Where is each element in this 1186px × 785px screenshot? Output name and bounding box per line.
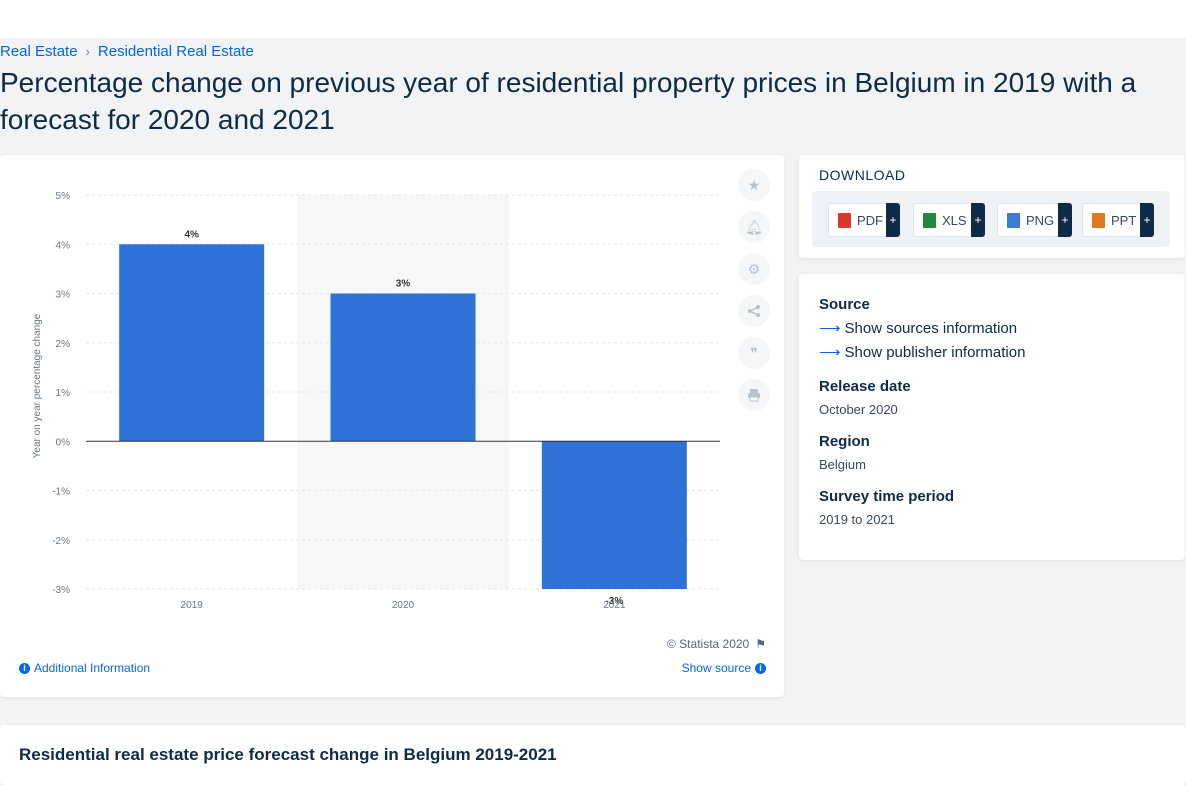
download-title: DOWNLOAD bbox=[819, 167, 906, 183]
copyright: © Statista 2020 ⚑ bbox=[667, 637, 766, 651]
download-ppt-button[interactable]: PPT + bbox=[1082, 203, 1154, 237]
flag-icon[interactable]: ⚑ bbox=[755, 637, 766, 651]
arrow-right-icon: ⟶ bbox=[819, 320, 841, 337]
y-tick-label: 5% bbox=[56, 191, 71, 202]
breadcrumb-real-estate[interactable]: Real Estate bbox=[0, 43, 78, 60]
arrow-right-icon: ⟶ bbox=[819, 344, 841, 361]
region-value: Belgium bbox=[819, 457, 866, 472]
x-tick-label: 2019 bbox=[181, 600, 204, 611]
share-icon[interactable] bbox=[738, 295, 770, 327]
additional-information-link[interactable]: i Additional Information bbox=[19, 661, 150, 675]
x-tick-label: 2020 bbox=[392, 600, 415, 611]
survey-period-label: Survey time period bbox=[819, 488, 955, 505]
png-file-icon bbox=[1007, 212, 1020, 228]
show-sources-label: Show sources information bbox=[844, 319, 1018, 337]
download-png-label: PNG bbox=[1026, 212, 1055, 228]
statistic-info-card: Source ⟶ Show sources information ⟶ Show… bbox=[799, 274, 1185, 560]
data-label: 4% bbox=[184, 229, 199, 240]
download-xls-button[interactable]: XLS + bbox=[913, 203, 985, 237]
region-label: Region bbox=[819, 433, 870, 450]
data-label: -3% bbox=[605, 596, 623, 607]
copyright-text: © Statista 2020 bbox=[667, 637, 750, 651]
page-title: Percentage change on previous year of re… bbox=[0, 67, 1137, 135]
survey-period-block: Survey time period 2019 to 2021 bbox=[819, 488, 954, 527]
y-axis-label: Year on year percentage change bbox=[32, 313, 43, 458]
x-tick-label: 2021 bbox=[603, 600, 626, 611]
y-tick-label: 0% bbox=[56, 437, 71, 448]
plus-icon: + bbox=[1058, 203, 1072, 237]
show-publisher-label: Show publisher information bbox=[844, 343, 1026, 361]
y-tick-label: 2% bbox=[56, 339, 71, 350]
download-pdf-label: PDF bbox=[857, 212, 883, 228]
plus-icon: + bbox=[886, 203, 900, 237]
quote-icon[interactable]: ❞ bbox=[738, 337, 770, 369]
data-label: 3% bbox=[396, 279, 411, 290]
download-ppt-label: PPT bbox=[1111, 212, 1137, 228]
breadcrumb-separator: › bbox=[85, 44, 90, 59]
download-card: DOWNLOAD PDF + XLS + PNG + PPT + bbox=[799, 155, 1185, 258]
plus-icon: + bbox=[971, 203, 985, 237]
info-icon: i bbox=[755, 662, 766, 674]
download-xls-label: XLS bbox=[942, 212, 967, 228]
y-tick-label: 1% bbox=[56, 388, 71, 399]
breadcrumb: Real Estate › Residential Real Estate bbox=[0, 43, 254, 60]
plus-icon: + bbox=[1140, 203, 1154, 237]
show-source-link[interactable]: Show source i bbox=[682, 661, 766, 675]
y-tick-label: 4% bbox=[56, 240, 71, 251]
info-icon: i bbox=[19, 662, 30, 674]
release-date-label: Release date bbox=[819, 378, 911, 395]
star-icon[interactable]: ★ bbox=[738, 169, 770, 201]
y-tick-label: -2% bbox=[52, 536, 70, 547]
bell-icon[interactable]: 🔔︎ bbox=[738, 211, 770, 243]
show-publisher-link[interactable]: ⟶ Show publisher information bbox=[819, 343, 1026, 362]
bar-2021 bbox=[541, 441, 687, 589]
source-block: Source ⟶ Show sources information ⟶ Show… bbox=[819, 296, 1025, 361]
download-buttons: PDF + XLS + PNG + PPT + bbox=[812, 191, 1170, 247]
print-icon[interactable] bbox=[738, 379, 770, 411]
ppt-file-icon bbox=[1092, 212, 1105, 228]
pdf-file-icon bbox=[838, 212, 851, 228]
chart-card: 5% 4% 3% 2% 1% 0% -1% -2% -3% 4% 2019 3% 2020 -3% 2021… bbox=[0, 155, 784, 697]
xls-file-icon bbox=[923, 212, 936, 228]
show-sources-link[interactable]: ⟶ Show sources information bbox=[819, 319, 1025, 338]
survey-period-value: 2019 to 2021 bbox=[819, 512, 895, 527]
region-block: Region Belgium bbox=[819, 433, 870, 472]
y-tick-label: -1% bbox=[52, 487, 70, 498]
chart-tools: ★ 🔔︎ ⚙ ❞ bbox=[738, 169, 772, 421]
related-statistic-title: Residential real estate price forecast c… bbox=[19, 745, 557, 764]
release-date-value: October 2020 bbox=[819, 402, 898, 417]
download-png-button[interactable]: PNG + bbox=[997, 203, 1072, 237]
related-statistic-card: Residential real estate price forecast c… bbox=[0, 725, 1186, 785]
bar-2020 bbox=[330, 293, 476, 442]
gear-icon[interactable]: ⚙ bbox=[738, 253, 770, 285]
show-source-label: Show source bbox=[681, 661, 751, 675]
source-label: Source bbox=[819, 296, 870, 313]
download-pdf-button[interactable]: PDF + bbox=[828, 203, 900, 237]
bar-2019 bbox=[119, 244, 265, 442]
y-tick-label: -3% bbox=[52, 585, 70, 596]
top-bar bbox=[0, 0, 1186, 38]
release-date-block: Release date October 2020 bbox=[819, 378, 911, 417]
additional-information-label: Additional Information bbox=[34, 661, 151, 675]
breadcrumb-residential-real-estate[interactable]: Residential Real Estate bbox=[97, 43, 254, 60]
y-tick-label: 3% bbox=[56, 290, 71, 301]
